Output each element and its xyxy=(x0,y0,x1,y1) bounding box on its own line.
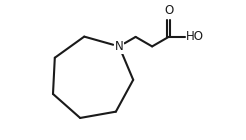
Text: O: O xyxy=(164,4,173,17)
Text: N: N xyxy=(115,40,123,53)
Text: HO: HO xyxy=(185,30,203,43)
